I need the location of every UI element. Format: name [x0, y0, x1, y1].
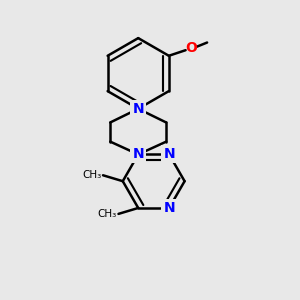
Text: N: N: [163, 147, 175, 161]
Text: CH₃: CH₃: [82, 170, 101, 180]
Text: O: O: [185, 41, 197, 56]
Text: CH₃: CH₃: [98, 209, 117, 219]
Text: N: N: [132, 147, 144, 161]
Text: N: N: [132, 102, 144, 116]
Text: N: N: [163, 201, 175, 215]
